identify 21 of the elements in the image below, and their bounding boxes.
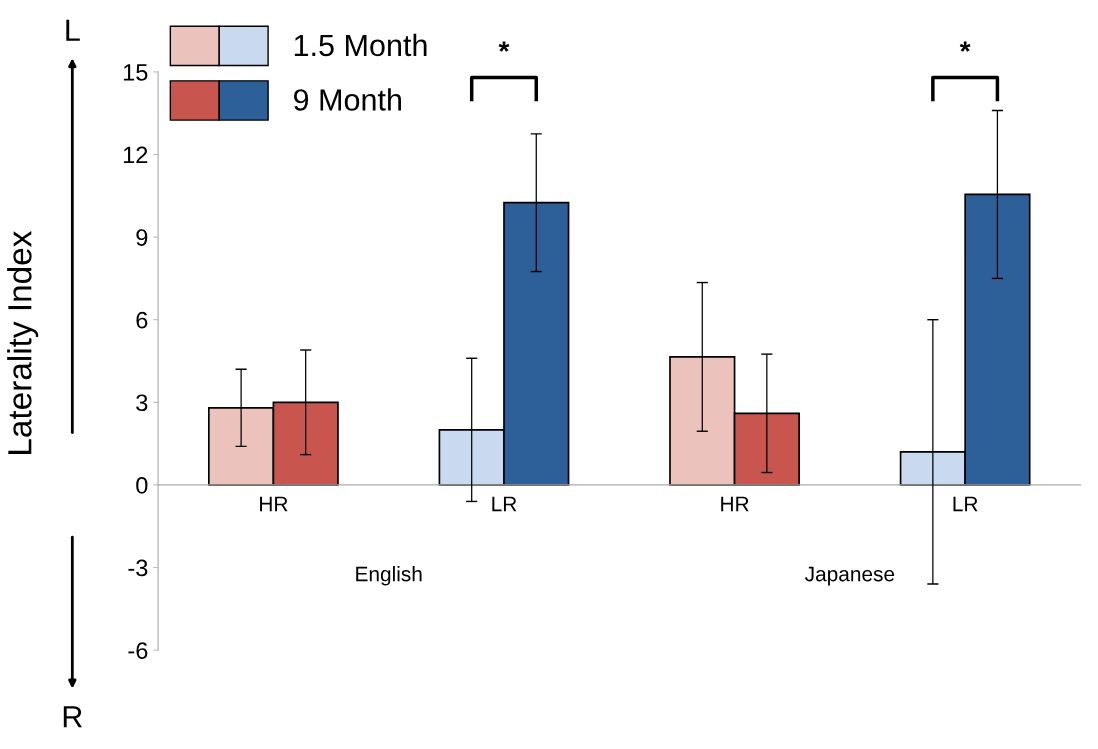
annotation: Japanese	[805, 566, 895, 586]
y-tick-label: 3	[136, 394, 148, 412]
y-axis-title: Laterality Index	[7, 230, 39, 454]
y-tick-label: 6	[136, 311, 148, 329]
x-tick-label: LR	[953, 496, 978, 512]
text: R	[63, 706, 82, 728]
legend-label: 9 Month	[293, 88, 401, 111]
y-tick-label: -3	[128, 559, 148, 577]
y-tick-label: 0	[136, 476, 148, 494]
y-tick-label: 12	[123, 146, 148, 164]
y-tick-label: 15	[123, 64, 148, 81]
y-tick-label: -6	[128, 642, 148, 659]
x-tick-label: HR	[260, 496, 288, 512]
legend-label: 1.5 Month	[294, 33, 427, 57]
annotation: English	[356, 566, 422, 586]
text: *	[959, 41, 971, 52]
y-tick-label: 9	[136, 229, 148, 246]
x-tick-label: LR	[492, 496, 517, 512]
x-tick-label: HR	[721, 496, 749, 512]
text: L	[66, 19, 80, 41]
text: *	[498, 41, 510, 52]
